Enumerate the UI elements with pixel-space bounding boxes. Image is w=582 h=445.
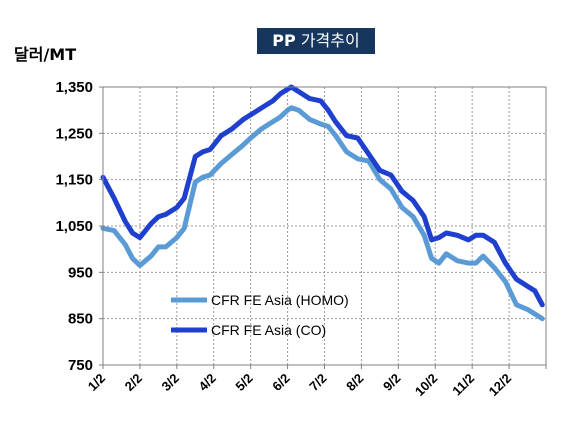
x-tick-label-10: 11/2 (449, 371, 477, 399)
x-tick-label-7: 8/2 (343, 371, 366, 394)
series-layer (100, 84, 545, 322)
x-tick-label-2: 3/2 (159, 371, 182, 394)
x-tick-label-9: 10/2 (412, 371, 441, 400)
x-axis: 1/2 2/2 3/2 4/2 5/2 6/2 7/2 8/2 9/2 10/2 11/2 12/2 (85, 365, 547, 400)
y-tick-label-2: 950 (68, 264, 93, 281)
x-tick-label-5: 6/2 (269, 371, 292, 394)
x-tick-label-6: 7/2 (306, 371, 329, 394)
legend-label-1: CFR FE Asia (CO) (211, 322, 326, 338)
series-line-1 (100, 84, 545, 308)
x-tick-label-11: 12/2 (486, 371, 515, 400)
y-tick-label-6: 1,350 (55, 79, 93, 96)
y-tick-label-5: 1,250 (55, 125, 93, 142)
y-tick-label-4: 1,150 (55, 172, 93, 189)
x-tick-label-1: 2/2 (122, 371, 145, 394)
y-axis-unit-label: 달러/MT (14, 45, 77, 64)
y-axis: 750 850 950 1,050 1,150 1,250 1,350 (55, 79, 103, 374)
y-tick-label-1: 850 (68, 311, 93, 328)
gridlines (103, 87, 546, 365)
x-tick-label-4: 5/2 (232, 371, 255, 394)
series-line-0 (100, 105, 545, 322)
chart-title: PP 가격추이 (257, 28, 375, 54)
y-tick-label-0: 750 (68, 357, 93, 374)
chart-title-rest: 가격추이 (295, 31, 360, 50)
x-tick-label-3: 4/2 (195, 371, 218, 394)
x-tick-label-8: 9/2 (380, 371, 403, 394)
legend-label-0: CFR FE Asia (HOMO) (211, 292, 349, 308)
chart-title-prefix: PP (272, 31, 296, 50)
legend: CFR FE Asia (HOMO) CFR FE Asia (CO) (171, 292, 349, 338)
x-tick-label-0: 1/2 (85, 371, 108, 394)
y-tick-label-3: 1,050 (55, 218, 93, 235)
